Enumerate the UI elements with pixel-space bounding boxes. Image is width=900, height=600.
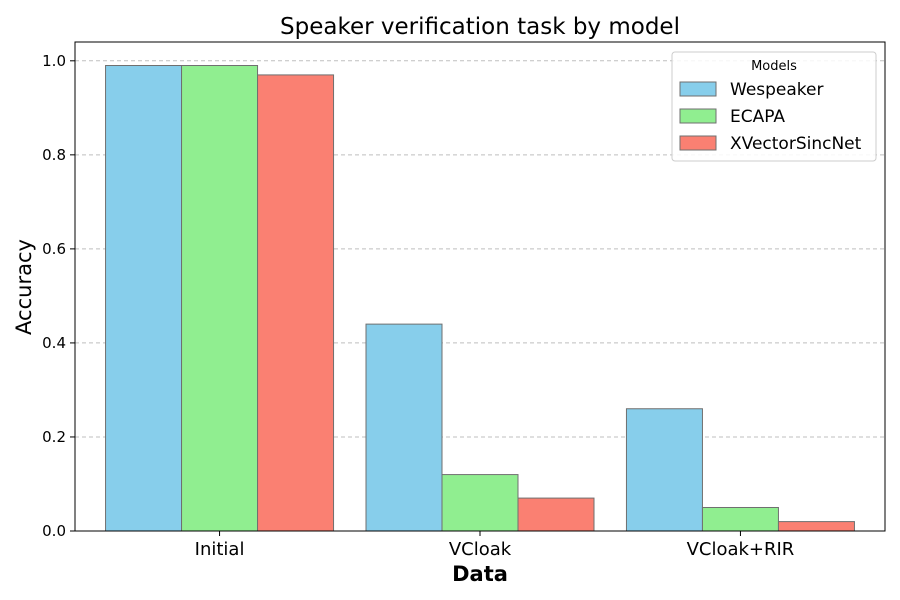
legend-label: ECAPA — [730, 107, 785, 127]
bar-xvectorsincnet-vcloak — [517, 497, 595, 532]
x-axis: Initial VCloak VCloak+RIR — [195, 531, 795, 560]
legend-label: Wespeaker — [730, 80, 823, 100]
x-tick-label: Initial — [195, 539, 245, 560]
y-axis: 0.0 0.2 0.4 0.6 0.8 1.0 — [42, 52, 75, 540]
x-tick-label: VCloak — [449, 539, 512, 560]
bar-ecapa-initial — [181, 65, 259, 532]
x-tick-label: VCloak+RIR — [687, 539, 795, 560]
legend-label: XVectorSincNet — [730, 134, 862, 154]
bar-xvectorsincnet-initial — [257, 74, 335, 532]
y-tick-label: 0.6 — [42, 240, 66, 258]
y-tick-label: 1.0 — [42, 52, 66, 70]
legend-title: Models — [751, 59, 797, 74]
bars — [105, 65, 855, 532]
bar-ecapa-vcloak — [441, 474, 519, 532]
y-tick-label: 0.8 — [42, 146, 66, 164]
y-tick-label: 0.4 — [42, 334, 66, 352]
legend-swatch — [679, 81, 717, 97]
legend-box — [671, 51, 877, 162]
y-tick-label: 0.0 — [42, 522, 66, 540]
y-tick-label: 0.2 — [42, 428, 66, 446]
x-axis-label: Data — [452, 562, 508, 586]
bar-wespeaker-vcloak — [365, 323, 443, 532]
y-axis-label: Accuracy — [12, 239, 36, 335]
legend-swatch — [679, 135, 717, 151]
legend: Models Wespeaker ECAPA XVectorSincNet — [671, 51, 877, 162]
bar-ecapa-vcloak-rir — [701, 506, 779, 532]
chart-title: Speaker verification task by model — [280, 14, 680, 40]
bar-xvectorsincnet-vcloak-rir — [777, 521, 855, 532]
legend-swatch — [679, 108, 717, 124]
bar-wespeaker-initial — [105, 65, 183, 532]
bar-wespeaker-vcloak-rir — [625, 408, 703, 532]
